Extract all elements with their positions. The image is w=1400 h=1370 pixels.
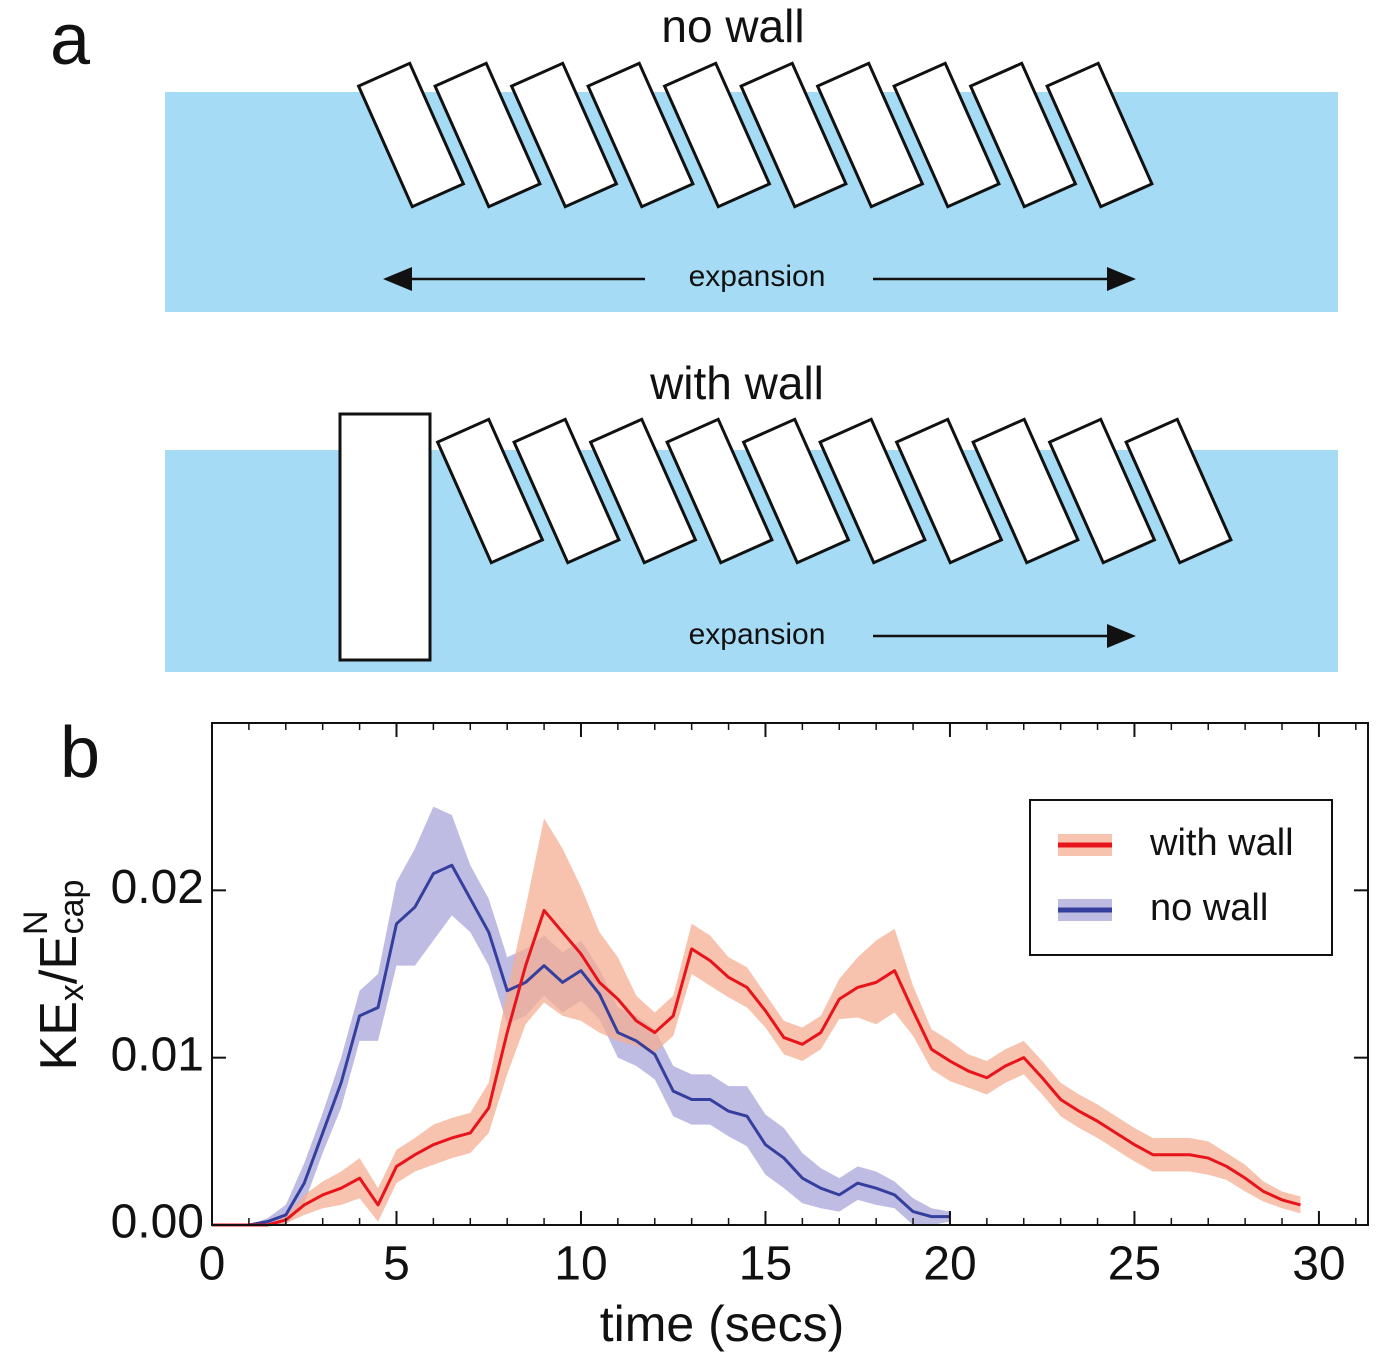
tilted-block <box>818 417 927 565</box>
error-band <box>212 818 1301 1225</box>
x-tick-label: 30 <box>1292 1238 1345 1291</box>
tilted-block <box>739 61 848 209</box>
tilted-block <box>586 61 695 209</box>
tilted-block <box>1047 417 1157 565</box>
arrow-label: expansion <box>689 618 826 651</box>
y-tick-label: 0.02 <box>111 861 204 914</box>
tilted-block <box>892 61 1001 209</box>
tilted-block <box>971 417 1080 565</box>
y-tick-label: 0.00 <box>111 1196 204 1249</box>
error-band <box>212 806 950 1225</box>
tilted-block <box>968 61 1078 209</box>
panel-title: no wall <box>661 0 804 52</box>
x-tick-label: 15 <box>739 1238 792 1291</box>
tilted-block <box>588 417 698 565</box>
tilted-block <box>435 417 545 565</box>
panel-label: a <box>50 0 91 80</box>
arrow-head <box>1107 267 1136 291</box>
y-label-part: /E <box>30 935 88 984</box>
tilted-block <box>665 417 774 565</box>
arrow-head <box>383 267 412 291</box>
arrow-head <box>1107 624 1136 648</box>
legend-box <box>1029 799 1333 956</box>
tilted-block <box>741 417 851 565</box>
plot-frame <box>211 722 1369 1226</box>
y-tick-label: 0.01 <box>111 1028 204 1081</box>
tilted-block <box>356 61 466 209</box>
panel-title: with wall <box>649 357 824 409</box>
x-tick-label: 10 <box>554 1238 607 1291</box>
legend-label: with wall <box>1149 822 1294 864</box>
arrow-label: expansion <box>689 260 826 293</box>
tilted-block <box>1124 417 1233 565</box>
y-label-part: N <box>17 910 55 935</box>
tilted-block <box>815 61 925 209</box>
x-tick-label: 20 <box>923 1238 976 1291</box>
wall <box>338 412 432 662</box>
y-label-part: cap <box>53 880 91 935</box>
x-axis-label: time (secs) <box>600 1296 844 1352</box>
x-tick-label: 25 <box>1108 1238 1161 1291</box>
tilted-block <box>433 61 542 209</box>
fluid-band <box>165 92 1338 312</box>
x-tick-label: 0 <box>199 1238 226 1291</box>
tilted-block <box>894 417 1004 565</box>
y-label-part: KE <box>30 1001 88 1070</box>
tilted-block <box>1045 61 1154 209</box>
series-line <box>212 908 1301 1227</box>
tilted-block <box>512 417 621 565</box>
y-label-part: x <box>53 984 91 1001</box>
panel-label: b <box>60 713 100 793</box>
y-axis-label: KEx/ENcap <box>17 880 91 1071</box>
tilted-block <box>509 61 619 209</box>
legend-label: no wall <box>1150 887 1268 929</box>
tilted-block <box>662 61 772 209</box>
series-line <box>212 863 950 1227</box>
x-tick-label: 5 <box>383 1238 410 1291</box>
